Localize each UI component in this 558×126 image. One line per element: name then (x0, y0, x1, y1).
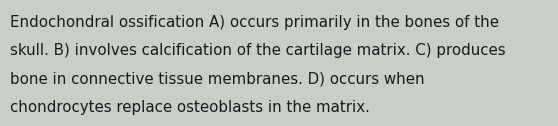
Text: bone in connective tissue membranes. D) occurs when: bone in connective tissue membranes. D) … (10, 72, 425, 87)
Text: Endochondral ossification A) occurs primarily in the bones of the: Endochondral ossification A) occurs prim… (10, 15, 499, 30)
Text: chondrocytes replace osteoblasts in the matrix.: chondrocytes replace osteoblasts in the … (10, 100, 370, 115)
Text: skull. B) involves calcification of the cartilage matrix. C) produces: skull. B) involves calcification of the … (10, 43, 506, 58)
